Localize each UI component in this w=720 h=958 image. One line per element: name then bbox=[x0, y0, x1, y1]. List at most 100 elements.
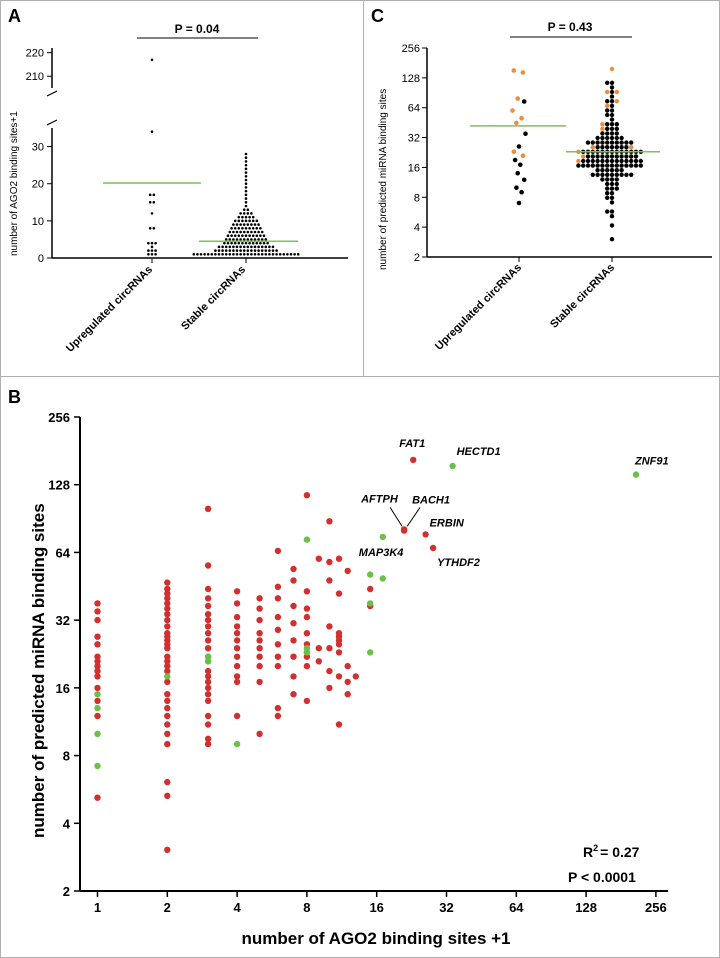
panel-a-mean-lines bbox=[103, 182, 298, 243]
panel-a-point-stable bbox=[239, 252, 242, 256]
panel-a-point-stable bbox=[255, 219, 259, 223]
panel-c-point-stable bbox=[581, 158, 586, 164]
panel-a-point-stable bbox=[239, 230, 242, 234]
panel-b-point-red bbox=[204, 637, 212, 644]
panel-a-point-stable bbox=[244, 160, 248, 163]
panel-a-y-tick-label: 220 bbox=[26, 48, 44, 60]
panel-a-point-stable bbox=[221, 249, 224, 252]
panel-b-y-tick-label: 16 bbox=[56, 681, 70, 696]
panel-c-point-stable bbox=[605, 108, 610, 113]
panel-b-point-red bbox=[164, 778, 171, 786]
panel-c-point-stable bbox=[605, 140, 610, 145]
panel-b-point-red bbox=[94, 616, 101, 624]
panel-c-point-upregulated bbox=[514, 185, 519, 190]
panel-b-point-red bbox=[94, 600, 101, 607]
panel-b-gene-labels: FAT1 HECTD1 ZNF91 AFTPH BACH1 ERBIN MAP3K4 YTHD… bbox=[359, 438, 669, 569]
panel-b-point-red bbox=[429, 544, 437, 552]
panel-c-point-stable bbox=[590, 163, 595, 168]
panel-a-point-upregulated bbox=[150, 252, 154, 256]
panel-a-category-labels: Upregulated circRNAs Stable circRNAs bbox=[64, 264, 248, 355]
panel-a-point-stable bbox=[244, 156, 248, 160]
panel-a-point-stable bbox=[228, 230, 232, 234]
panel-c-point-stable bbox=[585, 163, 591, 168]
panel-c-point-stable bbox=[605, 158, 610, 164]
panel-c-point-stable bbox=[619, 168, 624, 173]
panel-c-point-stable bbox=[609, 131, 615, 136]
panel-a-y-tick-label: 30 bbox=[32, 142, 44, 154]
panel-a-point-stable bbox=[289, 252, 293, 256]
panel-a-point-stable bbox=[244, 215, 248, 219]
panel-c-point-stable bbox=[614, 122, 619, 127]
panel-a-point-stable bbox=[241, 226, 244, 230]
panel-b-point-green bbox=[379, 533, 386, 541]
panel-a-point-stable bbox=[293, 252, 296, 256]
panel-b-point-red bbox=[94, 697, 101, 705]
panel-c-point-stable bbox=[619, 145, 624, 150]
panel-b-point-red bbox=[344, 691, 351, 698]
panel-a-point-stable bbox=[228, 249, 232, 252]
panel-a-point-stable bbox=[239, 245, 242, 249]
panel-b-point-red bbox=[344, 678, 351, 686]
panel-c-point-stable bbox=[605, 154, 610, 159]
panel-a-point-stable bbox=[237, 241, 241, 245]
panel-b-point-red bbox=[256, 605, 263, 612]
panel-b-point-red bbox=[303, 662, 311, 670]
panel-b-point-red bbox=[233, 662, 241, 670]
panel-b-point-green bbox=[303, 649, 311, 656]
panel-b-x-tick-label: 32 bbox=[439, 900, 453, 915]
panel-c: C P = 0.43 number of predicted miRNA bin… bbox=[371, 6, 712, 353]
panel-a-point-upregulated bbox=[152, 193, 156, 197]
panel-b-point-red bbox=[315, 645, 322, 652]
panel-c-point-stable bbox=[614, 172, 619, 177]
panel-a-point-stable bbox=[251, 215, 255, 219]
panel-a-point-stable bbox=[251, 234, 255, 238]
panel-b-point-red bbox=[290, 653, 297, 660]
panel-a-point-stable bbox=[210, 252, 214, 256]
panel-a-point-stable bbox=[242, 212, 246, 215]
panel-c-point-stable bbox=[609, 158, 615, 164]
panel-b-point-red bbox=[164, 697, 171, 705]
panel-a-point-stable bbox=[253, 230, 257, 234]
panel-c-mean-lines bbox=[470, 125, 660, 153]
panel-a-point-stable bbox=[214, 249, 217, 252]
panel-b-point-red bbox=[233, 630, 241, 637]
panel-a-point-stable bbox=[242, 249, 246, 252]
panel-a-label: A bbox=[8, 6, 21, 26]
panel-c-point-stable bbox=[609, 214, 615, 219]
panel-c-point-upregulated bbox=[511, 68, 517, 73]
panel-c-point-stable bbox=[614, 163, 619, 168]
panel-b-point-red bbox=[164, 653, 171, 660]
panel-a-category-stable: Stable circRNAs bbox=[179, 264, 248, 333]
panel-c-point-stable bbox=[590, 140, 595, 145]
panel-a-point-stable bbox=[242, 252, 246, 256]
panel-c-point-upregulated bbox=[510, 108, 515, 113]
panel-c-point-upregulated bbox=[520, 153, 526, 158]
panel-b-point-red bbox=[315, 658, 322, 665]
panel-b-point-red bbox=[233, 678, 241, 686]
panel-a-point-upregulated bbox=[150, 241, 154, 245]
panel-a-point-stable bbox=[251, 241, 255, 245]
panel-b-y-tick-label: 32 bbox=[56, 613, 70, 628]
panel-b-point-red bbox=[233, 613, 241, 621]
panel-c-point-upregulated bbox=[516, 144, 522, 149]
gene-label-map3k4: MAP3K4 bbox=[359, 547, 404, 559]
panel-a-point-upregulated bbox=[150, 130, 154, 134]
panel-c-y-tick-label: 8 bbox=[414, 192, 420, 204]
panel-a-point-stable bbox=[232, 249, 235, 252]
panel-a-point-stable bbox=[244, 200, 248, 204]
panel-c-point-stable bbox=[614, 181, 619, 187]
panel-a-point-stable bbox=[228, 252, 232, 256]
panel-a-point-stable bbox=[248, 215, 251, 219]
panel-b-point-red bbox=[274, 595, 282, 602]
panel-c-category-upregulated: Upregulated circRNAs bbox=[433, 262, 524, 353]
panel-b-point-green bbox=[303, 536, 311, 543]
panel-c-point-stable bbox=[624, 158, 629, 164]
panel-a-point-stable bbox=[233, 234, 237, 238]
panel-b-point-red bbox=[233, 653, 241, 660]
panel-a-point-stable bbox=[241, 219, 244, 223]
panel-c-point-stable bbox=[614, 131, 619, 136]
panel-c-point-stable bbox=[590, 172, 595, 177]
panel-c-point-stable bbox=[609, 223, 615, 228]
panel-b-point-green bbox=[94, 730, 101, 737]
panel-a-point-stable bbox=[262, 241, 266, 245]
